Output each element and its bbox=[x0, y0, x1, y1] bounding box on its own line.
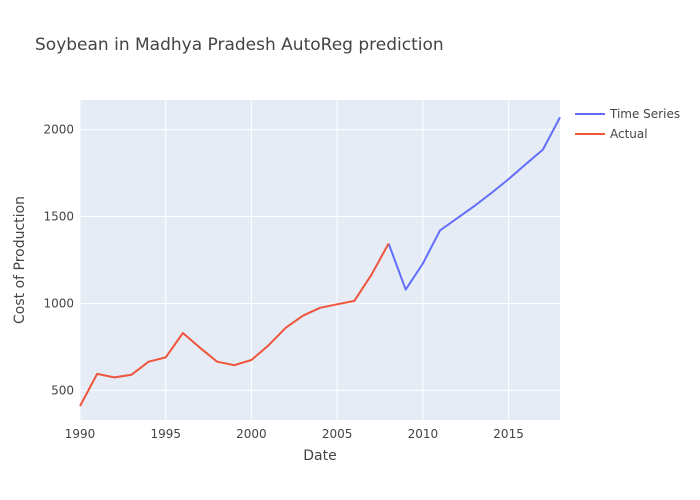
series-lines bbox=[79, 116, 561, 407]
x-tick-label: 2010 bbox=[408, 427, 439, 441]
y-tick-label: 1000 bbox=[43, 296, 74, 310]
x-tick-label: 2015 bbox=[493, 427, 524, 441]
x-tick-label: 1990 bbox=[65, 427, 96, 441]
y-tick-label: 500 bbox=[51, 383, 74, 397]
y-tick-label: 2000 bbox=[43, 123, 74, 137]
x-axis-title: Date bbox=[303, 448, 336, 464]
plot-area bbox=[80, 100, 560, 420]
x-tick-label: 2005 bbox=[322, 427, 353, 441]
x-tick-labels: 1990 1995 2000 2005 2010 2015 bbox=[65, 427, 524, 441]
x-tick-label: 2000 bbox=[236, 427, 267, 441]
series-line-time-series bbox=[387, 116, 561, 291]
y-tick-labels: 500 1000 1500 2000 bbox=[43, 123, 74, 398]
y-tick-label: 1500 bbox=[43, 210, 74, 224]
chart-title: Soybean in Madhya Pradesh AutoReg predic… bbox=[35, 35, 444, 55]
legend-label: Time Series bbox=[609, 107, 680, 121]
x-tick-label: 1995 bbox=[150, 427, 181, 441]
series-line-actual bbox=[79, 243, 390, 407]
legend-label: Actual bbox=[610, 127, 648, 141]
legend: Time Series Actual bbox=[575, 107, 680, 141]
gridlines bbox=[79, 100, 560, 420]
y-axis-title: Cost of Production bbox=[12, 196, 28, 324]
